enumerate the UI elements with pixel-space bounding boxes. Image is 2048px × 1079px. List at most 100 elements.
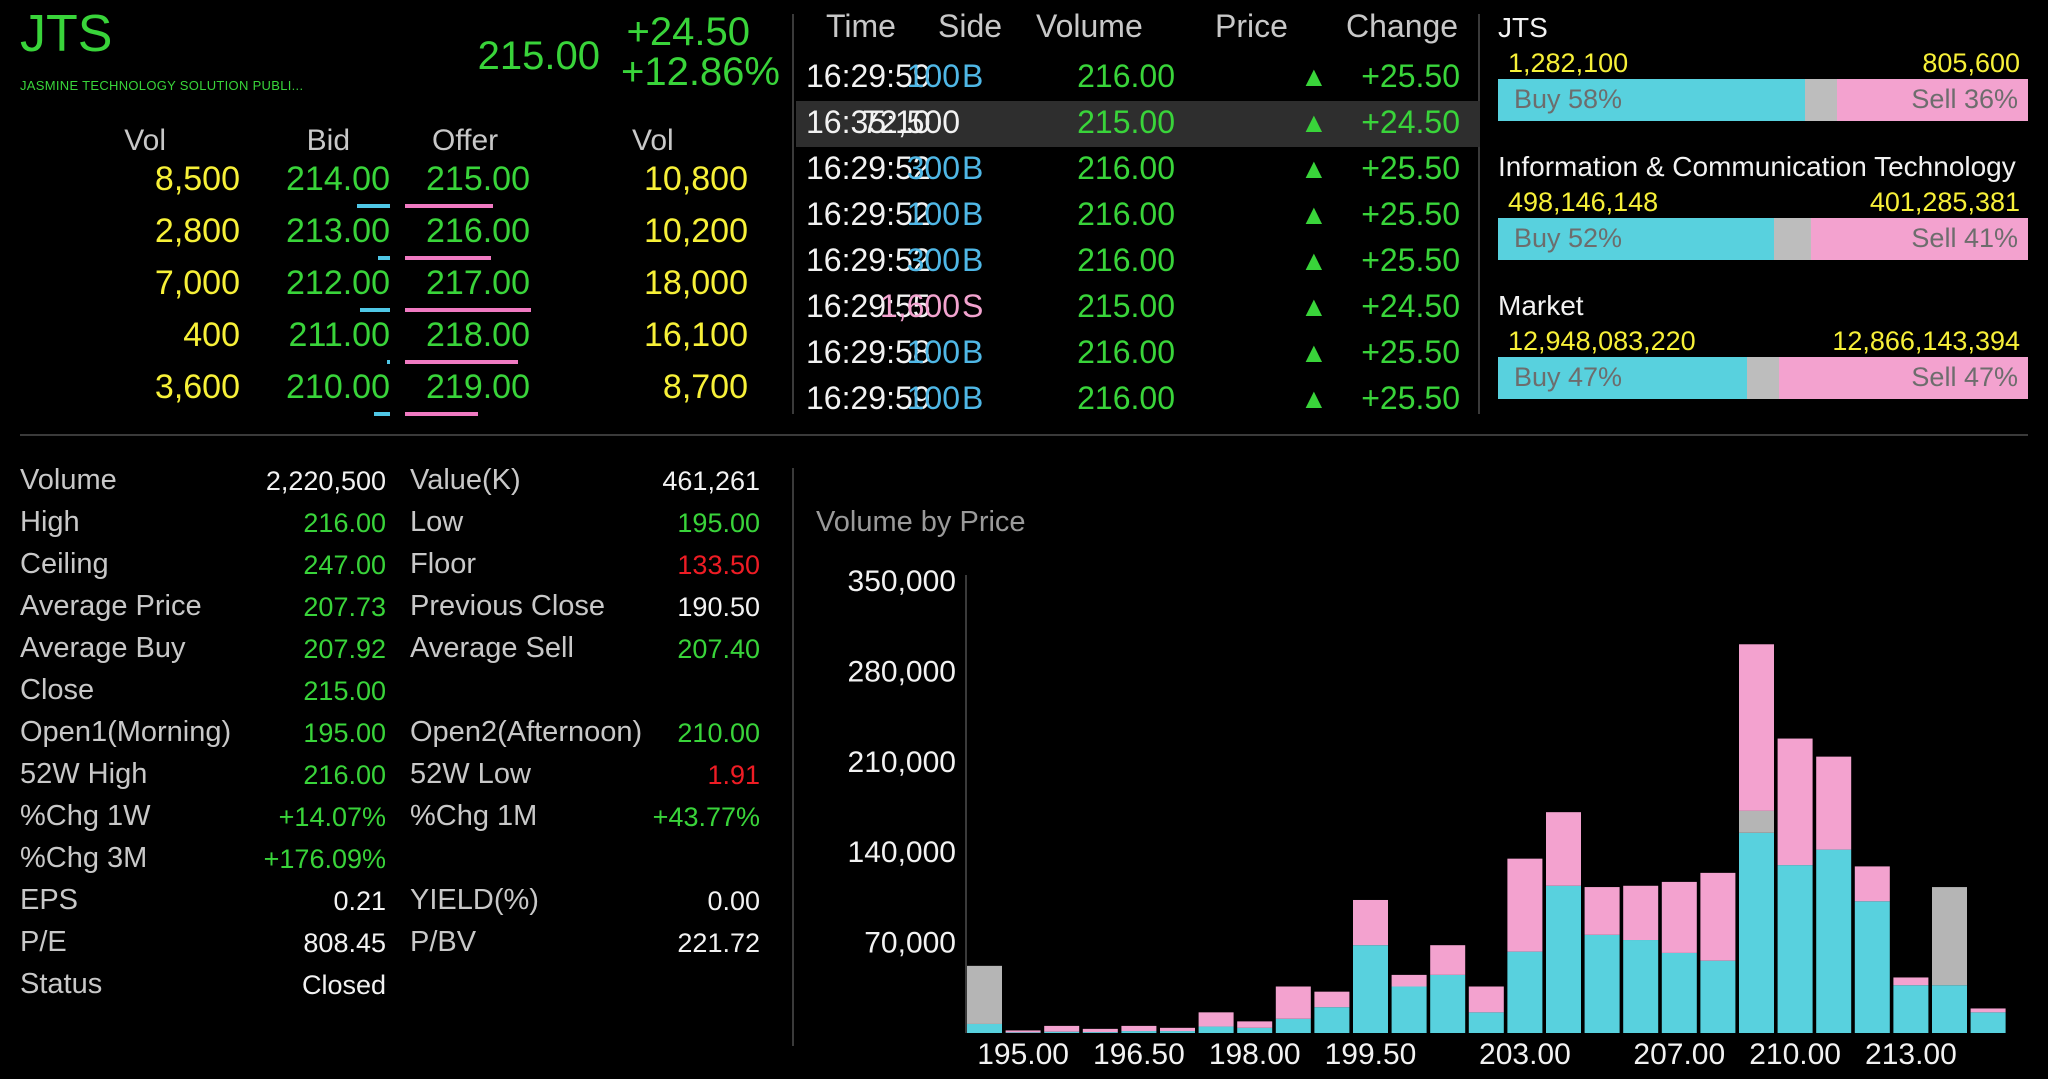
sell-volume-bar: [1198, 1012, 1234, 1027]
stat-value: 216.00: [303, 508, 386, 538]
sell-percent-label: Sell 47%: [1911, 362, 2018, 392]
company-name: JASMINE TECHNOLOGY SOLUTION PUBLI...: [20, 78, 304, 93]
ticker-time: 16:29:52: [806, 196, 931, 232]
bid-depth-bar: [387, 360, 390, 364]
sell-volume-bar: [1391, 974, 1427, 987]
ticker-row[interactable]: 16:29:52 B 300 216.00 ▲ +25.50: [796, 147, 1480, 193]
offer-depth-bar: [405, 204, 493, 208]
offer-price[interactable]: 217.00: [426, 264, 530, 302]
ticker-row[interactable]: 16:29:59 B 100 216.00 ▲ +25.50: [796, 55, 1480, 101]
buy-volume-bar: [1121, 1031, 1157, 1033]
stat-label: %Chg 3M: [20, 842, 148, 874]
offer-price[interactable]: 215.00: [426, 160, 530, 198]
bid-price[interactable]: 210.00: [286, 368, 390, 406]
stat-value: 221.72: [677, 928, 760, 958]
up-arrow-icon: ▲: [1300, 61, 1328, 92]
y-tick-label: 210,000: [848, 746, 956, 779]
bid-price[interactable]: 212.00: [286, 264, 390, 302]
sell-volume-bar: [1121, 1025, 1157, 1032]
stat-value: 808.45: [303, 928, 386, 958]
stat-label: %Chg 1M: [410, 800, 538, 832]
x-tick-label: 199.50: [1325, 1038, 1417, 1071]
y-tick-label: 350,000: [848, 565, 956, 598]
ticker-price: 216.00: [1077, 334, 1175, 370]
buy-volume-bar: [1237, 1027, 1273, 1033]
ticker-side: B: [962, 334, 984, 370]
sell-volume-bar: [1044, 1025, 1080, 1032]
stat-value: 195.00: [303, 718, 386, 748]
ticker-row[interactable]: 16:29:59 B 100 216.00 ▲ +25.50: [796, 377, 1480, 423]
ticker-price-header: Price: [1215, 8, 1288, 44]
sell-fill: [1837, 79, 2028, 121]
divider-stats-chart: [792, 468, 794, 1046]
ticker-change: +25.50: [1361, 380, 1460, 416]
buy-percent-label: Buy 47%: [1514, 362, 1623, 392]
buy-percent-label: Buy 52%: [1514, 223, 1623, 253]
buy-volume-bar: [1198, 1026, 1234, 1033]
stat-label: Volume: [20, 464, 117, 496]
sell-volume-bar: [1546, 812, 1581, 886]
bid-depth-bar: [378, 256, 390, 260]
stat-value: 0.21: [333, 886, 386, 916]
ticker-change: +24.50: [1361, 288, 1460, 324]
x-tick-label: 203.00: [1479, 1038, 1571, 1071]
buy-volume-bar: [1546, 885, 1581, 1033]
stat-value: 216.00: [303, 760, 386, 790]
buy-volume-bar: [1739, 832, 1774, 1033]
buy-fill: [1498, 79, 1806, 121]
stat-label: Status: [20, 968, 103, 1000]
sell-volume-bar: [1739, 644, 1774, 811]
y-tick-label: 70,000: [864, 927, 956, 960]
ticker-change: +25.50: [1361, 196, 1460, 232]
stat-value: +176.09%: [263, 844, 386, 874]
ticker-row[interactable]: 16:29:58 B 100 216.00 ▲ +25.50: [796, 331, 1480, 377]
ticker-side: S: [962, 288, 984, 324]
sell-volume-bar: [1816, 756, 1852, 850]
sell-percent-label: Sell 36%: [1911, 84, 2018, 114]
bid-depth-bar: [357, 204, 390, 208]
stat-value: 210.00: [677, 718, 760, 748]
sell-volume-bar: [1777, 738, 1813, 866]
bid-price[interactable]: 211.00: [288, 316, 390, 354]
buy-volume-bar: [1893, 985, 1929, 1033]
percent-change: +12.86%: [620, 50, 780, 94]
buy-volume-bar: [1700, 960, 1736, 1033]
stat-label: Open2(Afternoon): [410, 716, 643, 748]
ticker-row[interactable]: 16:29:52 B 300 216.00 ▲ +25.50: [796, 239, 1480, 285]
ticker-row[interactable]: 16:29:55 S 1,600 215.00 ▲ +24.50: [796, 285, 1480, 331]
ticker-time-header: Time: [826, 8, 896, 44]
buy-volume-bar: [1391, 986, 1427, 1033]
buy-volume-bar: [1160, 1031, 1195, 1033]
stat-value: 133.50: [677, 550, 760, 580]
divider-orderbook-ticker: [792, 14, 794, 414]
sell-volume-bar: [1314, 991, 1350, 1008]
offer-volume: 10,800: [644, 160, 748, 198]
sell-volume-bar: [1468, 986, 1504, 1013]
sell-volume-bar: [1160, 1027, 1195, 1032]
stat-label: YIELD(%): [410, 884, 539, 916]
offer-volume-header: Vol: [632, 124, 674, 157]
open-volume-bar: [967, 965, 1002, 1024]
volume-by-price-chart: 70,000 140,000 210,000 280,000 350,000 195.00…: [848, 565, 2006, 1071]
bid-price[interactable]: 213.00: [286, 212, 390, 250]
offer-price[interactable]: 218.00: [426, 316, 530, 354]
pressure-bar: Buy 47% Sell 47%: [1498, 357, 2028, 399]
offer-depth-bar: [405, 256, 491, 260]
sell-volume-bar: [1082, 1028, 1118, 1033]
ticker-change: +25.50: [1361, 242, 1460, 278]
buy-fill: [1498, 218, 1774, 260]
offer-price[interactable]: 219.00: [426, 368, 530, 406]
ticker-side: B: [962, 58, 984, 94]
ticker-row[interactable]: 16:35:10 72,500 215.00 ▲ +24.50: [796, 101, 1480, 147]
bid-price[interactable]: 214.00: [286, 160, 390, 198]
up-arrow-icon: ▲: [1300, 291, 1328, 322]
ticker-time: 16:29:55: [806, 288, 931, 324]
offer-volume: 10,200: [644, 212, 748, 250]
ticker-price: 215.00: [1077, 288, 1175, 324]
ticker-volume: 72,500: [862, 104, 960, 140]
offer-price[interactable]: 216.00: [426, 212, 530, 250]
bid-volume: 7,000: [154, 264, 240, 302]
stat-label: Ceiling: [20, 548, 109, 580]
sell-fill: [1810, 218, 2028, 260]
ticker-row[interactable]: 16:29:52 B 100 216.00 ▲ +25.50: [796, 193, 1480, 239]
